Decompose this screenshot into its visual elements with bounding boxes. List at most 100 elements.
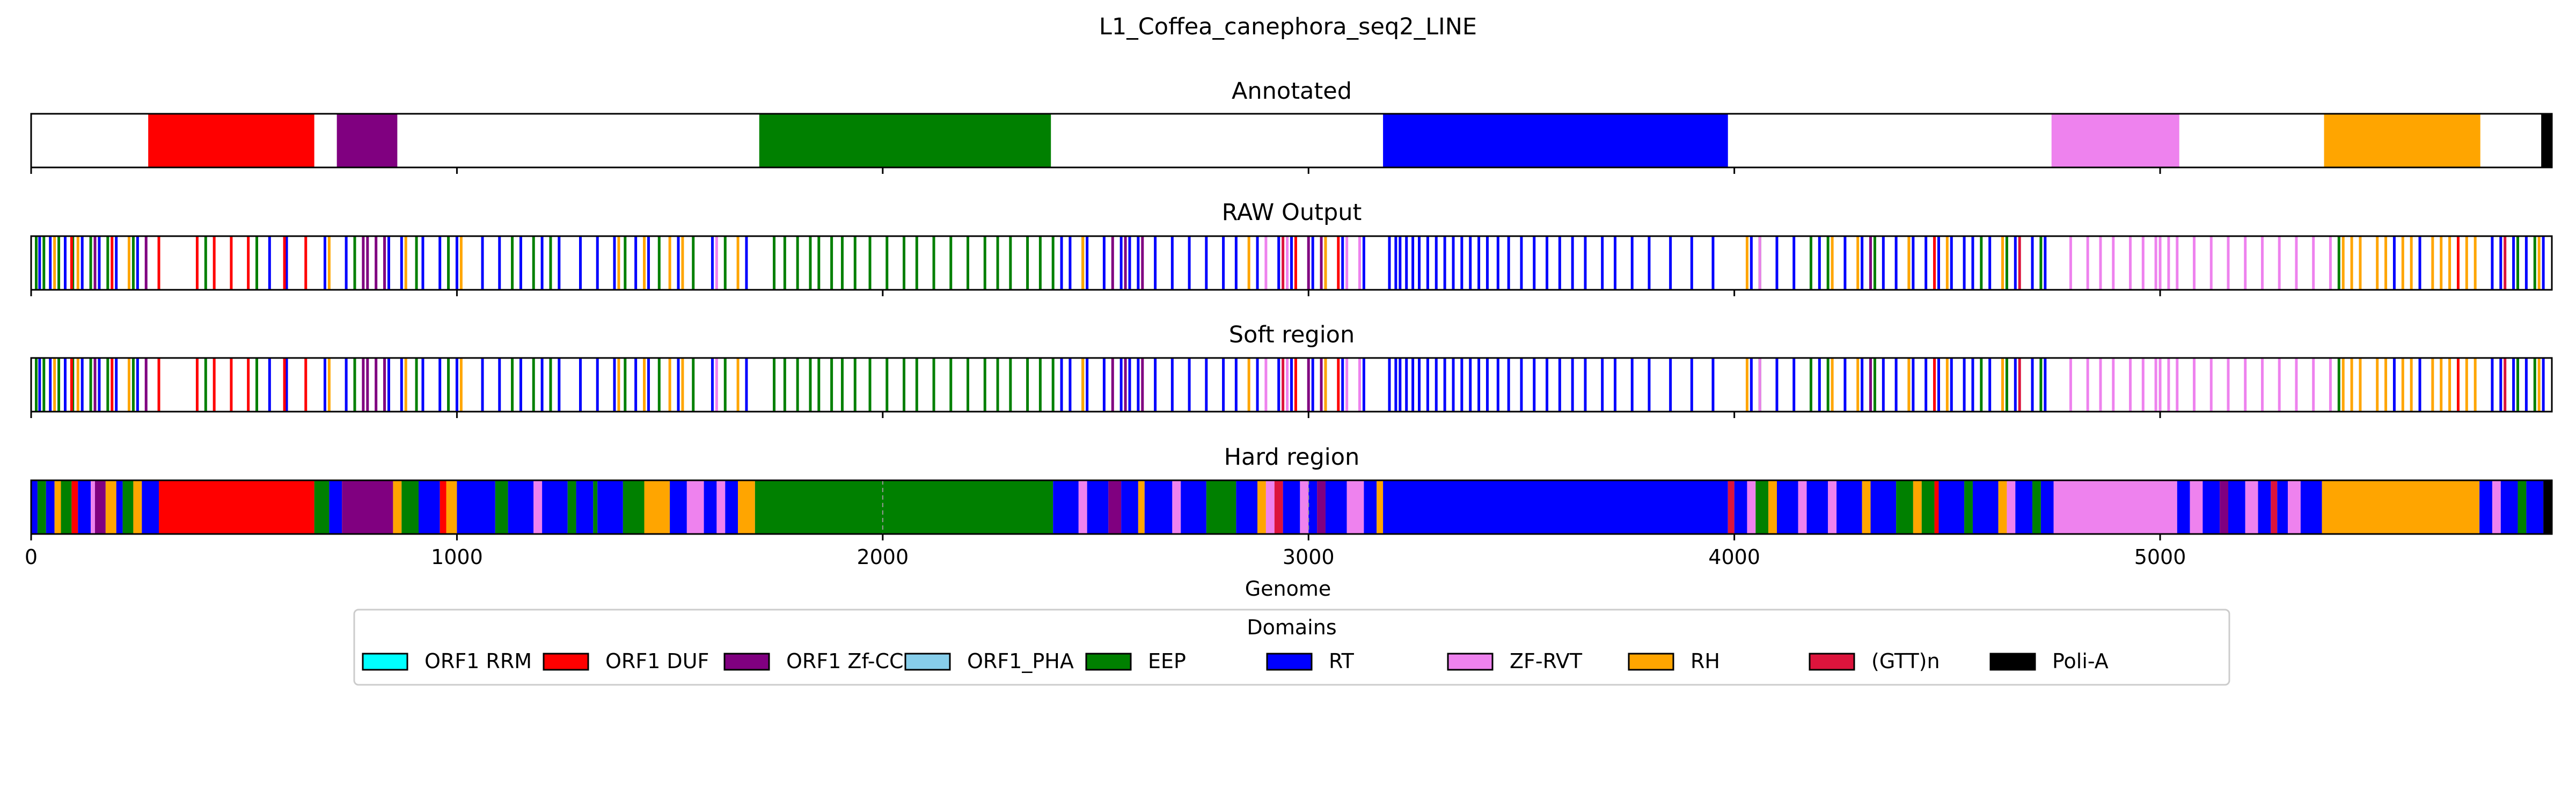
track-frame xyxy=(30,235,2553,291)
segment-rh xyxy=(2322,480,2480,534)
segment-zf-rvt xyxy=(2007,480,2016,534)
segment-rt xyxy=(329,480,342,534)
legend-swatch xyxy=(1628,653,1674,671)
segment-rt xyxy=(2228,480,2245,534)
segment--gtt-n xyxy=(2271,480,2278,534)
segment-rt xyxy=(2202,480,2220,534)
segment-rt xyxy=(508,480,534,534)
segment-eep xyxy=(122,480,134,534)
segment-eep xyxy=(495,480,508,534)
segment-zf-rvt xyxy=(1798,480,1807,534)
segment-rt xyxy=(1236,480,1258,534)
x-tick-label: 0 xyxy=(25,545,38,569)
segment-rh xyxy=(446,480,457,534)
segment-rt xyxy=(1121,480,1138,534)
segment-rt xyxy=(597,480,623,534)
segment-eep xyxy=(593,480,598,534)
segment-rh xyxy=(1768,480,1777,534)
segment-poli-a xyxy=(2541,114,2552,167)
segment-orf1-zf-cchc xyxy=(336,114,398,167)
legend-label: RT xyxy=(1329,649,1355,673)
segment-rt xyxy=(1283,480,1300,534)
segment-orf1-zf-cchc xyxy=(1108,480,1122,534)
segment-zf-rvt xyxy=(2053,480,2177,534)
track-annotated: Annotated xyxy=(30,78,2553,174)
segment-orf1-duf xyxy=(440,480,447,534)
segment-rt xyxy=(78,480,91,534)
legend-swatch xyxy=(1085,653,1132,671)
segment-zf-rvt xyxy=(1265,480,1275,534)
x-axis-label: Genome xyxy=(1245,577,1331,601)
segment-zf-rvt xyxy=(1300,480,1309,534)
segment-orf1-zf-cchc xyxy=(1317,480,1326,534)
segment-eep xyxy=(2032,480,2041,534)
legend: Domains ORF1 RRM ORF1 DUF ORF1 Zf-CCHC ORF1… xyxy=(353,609,2230,686)
legend-label: EEP xyxy=(1148,649,1186,673)
legend-label: (GTT)n xyxy=(1871,649,1940,673)
legend-item-orf1-zf-cchc: ORF1 Zf-CCHC xyxy=(723,649,933,673)
segment-rt xyxy=(704,480,717,534)
track-frame xyxy=(30,113,2553,169)
segment-zf-rvt xyxy=(686,480,704,534)
segment-rt xyxy=(46,480,55,534)
legend-items: ORF1 RRM ORF1 DUF ORF1 Zf-CCHC ORF1_PHA EEP R… xyxy=(362,649,2109,673)
segment-zf-rvt xyxy=(716,480,726,534)
track-title-raw-output: RAW Output xyxy=(1222,199,1362,226)
legend-label: ORF1 RRM xyxy=(425,649,532,673)
legend-title: Domains xyxy=(1247,616,1336,639)
segment-eep xyxy=(1755,480,1769,534)
segment-eep xyxy=(314,480,330,534)
segment-rt xyxy=(1308,480,1318,534)
legend-item-rt: RT xyxy=(1266,649,1355,673)
segment-rt xyxy=(2479,480,2492,534)
segment-rt xyxy=(1734,480,1747,534)
segment-rt xyxy=(2258,480,2271,534)
segment-eep xyxy=(1206,480,1236,534)
segment-rt xyxy=(1938,480,1965,534)
x-tick-label: 4000 xyxy=(1708,545,1760,569)
segment-eep xyxy=(567,480,576,534)
segment-eep xyxy=(759,114,1051,167)
segment-rt xyxy=(31,480,38,534)
segment-eep xyxy=(755,480,1053,534)
segment-zf-rvt xyxy=(2190,480,2203,534)
x-axis: 0 1000 2000 3000 4000 5000 xyxy=(25,545,2186,569)
segment-rt xyxy=(2277,480,2288,534)
segment-orf1-duf xyxy=(159,480,314,534)
segment-eep xyxy=(61,480,72,534)
segment-rh xyxy=(393,480,402,534)
segment-rt xyxy=(2040,480,2054,534)
segment-orf1-duf xyxy=(1934,480,1939,534)
segment-zf-rvt xyxy=(533,480,543,534)
legend-item-gtt-n: (GTT)n xyxy=(1809,649,1940,673)
segment-orf1-zf-cchc xyxy=(95,480,106,534)
segment-rt xyxy=(1181,480,1206,534)
legend-item-poli-a: Poli-A xyxy=(1989,649,2109,673)
legend-swatch xyxy=(723,653,770,671)
legend-item-eep: EEP xyxy=(1085,649,1186,673)
segment-rt xyxy=(1383,114,1728,167)
segment-rt xyxy=(2177,480,2190,534)
segment-rt xyxy=(142,480,159,534)
segment-rt xyxy=(576,480,594,534)
track-title-hard-region: Hard region xyxy=(1224,444,1360,471)
segment-rt xyxy=(116,480,123,534)
segment-zf-rvt xyxy=(1172,480,1181,534)
segment-rt xyxy=(1836,480,1862,534)
segment-rt xyxy=(1325,480,1347,534)
legend-swatch xyxy=(362,653,408,671)
track-title-annotated: Annotated xyxy=(1232,78,1352,105)
segment-eep xyxy=(1921,480,1935,534)
segment-rt xyxy=(1870,480,1897,534)
segment-zf-rvt xyxy=(91,480,96,534)
track-hard-region: Hard region xyxy=(30,444,2553,540)
legend-swatch xyxy=(904,653,951,671)
segment-rh xyxy=(1913,480,1922,534)
segment-rt xyxy=(1364,480,1377,534)
segment-rh xyxy=(1998,480,2007,534)
segment-eep xyxy=(2518,480,2527,534)
segment-rh xyxy=(644,480,670,534)
tracks-group: Annotated RAW Output Soft region Hard regio… xyxy=(30,78,2553,540)
x-tick-label: 5000 xyxy=(2134,545,2186,569)
